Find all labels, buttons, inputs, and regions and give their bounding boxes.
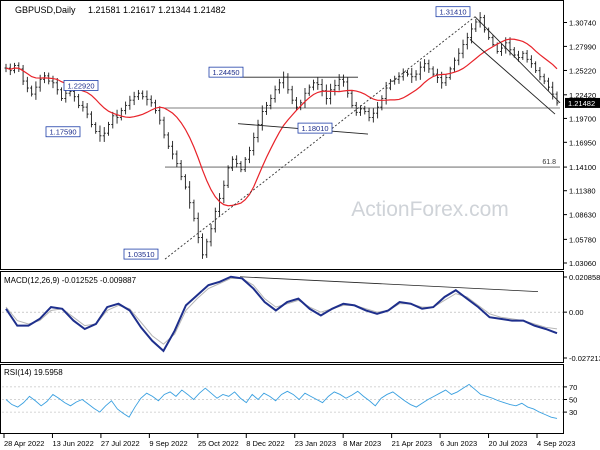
rsi-panel: 70 50 30	[2, 383, 577, 419]
price-annotation-box	[435, 6, 471, 18]
macd-panel-frame	[0, 271, 564, 363]
xtick-label: 8 Mar 2023	[343, 439, 381, 448]
price-ytick-label: 1.25220	[569, 66, 596, 75]
watermark: ActionForex.com	[351, 198, 509, 221]
rsi-ytick-label: 30	[569, 408, 577, 417]
price-annotation-label: 1.31410	[439, 7, 466, 16]
price-annotation-label: 1.17590	[49, 128, 76, 137]
price-annotation-box	[297, 122, 333, 134]
price-panel-frame	[0, 0, 564, 270]
macd-panel: 0.020858 0.00 -0.027213	[2, 273, 600, 363]
price-annotation-box	[123, 248, 159, 260]
xtick-label: 4 Sep 2023	[537, 439, 575, 448]
rsi-title: RSI(14) 19.5958	[4, 368, 63, 377]
current-price-tag	[565, 97, 600, 108]
price-annotation-label: 1.24450	[212, 68, 239, 77]
channel-upper-line	[474, 16, 561, 104]
xtick-label: 25 Oct 2022	[198, 439, 239, 448]
current-price-label: 1.21482	[568, 99, 595, 108]
rsi-ytick-label: 70	[569, 383, 577, 392]
xtick-label: 23 Jan 2023	[295, 439, 336, 448]
moving-average-line	[5, 38, 558, 207]
price-ytick-label: 1.16950	[569, 138, 596, 147]
price-ytick-label: 1.22420	[569, 91, 596, 100]
xtick-label: 21 Apr 2023	[392, 439, 432, 448]
price-ytick-label: 1.14100	[569, 163, 596, 172]
price-ytick-label: 1.03060	[569, 259, 596, 268]
symbol-label: GBPUSD,Daily	[15, 5, 76, 15]
price-ytick-label: 1.11380	[569, 187, 596, 196]
ohlc-values: 1.21581 1.21617 1.21344 1.21482	[88, 5, 226, 15]
price-ytick-label: 1.27990	[569, 42, 596, 51]
price-ytick-label: 1.19700	[569, 114, 596, 123]
macd-title: MACD(12,26,9) -0.012525 -0.009887	[4, 276, 137, 285]
macd-main-line	[5, 275, 558, 353]
xtick-label: 9 Sep 2022	[149, 439, 187, 448]
macd-divergence-line	[239, 276, 539, 292]
price-annotation-box	[63, 80, 99, 91]
rsi-ytick-label: 50	[569, 396, 577, 405]
xtick-label: 27 Jul 2022	[101, 439, 140, 448]
price-ytick-label: 1.08630	[569, 211, 596, 220]
rsi-line	[5, 383, 558, 419]
channel-lower-line	[469, 39, 556, 115]
price-ytick-label: 1.30740	[569, 19, 596, 28]
price-annotation-label: 1.03510	[127, 250, 154, 259]
price-panel: 1.30740 1.27990 1.25220 1.22420 1.19700 1.169…	[4, 6, 600, 268]
xtick-label: 6 Jun 2023	[440, 439, 477, 448]
xtick-label: 8 Dec 2022	[246, 439, 284, 448]
price-annotation-box	[208, 66, 244, 78]
price-annotation-label: 1.18010	[301, 124, 328, 133]
xtick-label: 13 Jun 2022	[52, 439, 93, 448]
rsi-panel-frame	[0, 364, 564, 434]
price-annotation-box	[45, 126, 81, 138]
macd-ytick-label: -0.027213	[569, 354, 600, 363]
xtick-label: 28 Apr 2022	[4, 439, 44, 448]
macd-ytick-label: 0.020858	[569, 273, 600, 282]
macd-ytick-label: 0.00	[569, 308, 584, 317]
x-axis: 28 Apr 2022 13 Jun 2022 27 Jul 2022 9 Sep 2…	[3, 434, 575, 448]
price-ytick-label: 1.05780	[569, 235, 596, 244]
price-annotation-label: 1.22920	[67, 81, 94, 90]
rising-trendline	[164, 16, 476, 260]
fib-level-label: 61.8	[542, 159, 556, 166]
xtick-label: 20 Jul 2023	[489, 439, 528, 448]
